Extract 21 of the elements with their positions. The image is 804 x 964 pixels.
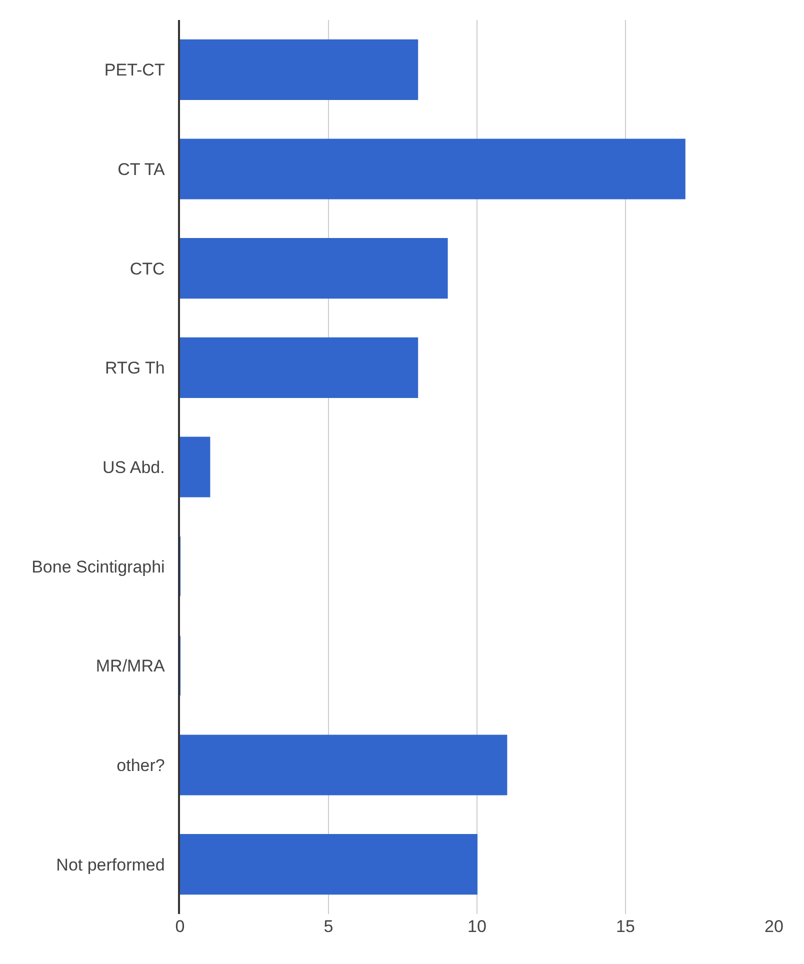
- y-tick-label: US Abd.: [102, 458, 165, 477]
- x-tick-label: 5: [324, 917, 334, 936]
- y-tick-label: Not performed: [56, 855, 165, 874]
- bar: [180, 337, 418, 398]
- bar: [180, 436, 210, 498]
- y-tick-label: MR/MRA: [96, 656, 166, 676]
- y-tick-label: PET-CT: [104, 60, 165, 80]
- y-tick-label: CT TA: [118, 160, 166, 179]
- bar: [180, 39, 418, 100]
- x-tick-label: 15: [616, 917, 635, 936]
- y-tick-label: Bone Scintigraphi: [32, 557, 165, 576]
- x-tick-label: 10: [468, 917, 486, 936]
- x-tick-label: 20: [764, 917, 784, 936]
- bar: [180, 834, 478, 895]
- bar: [180, 138, 686, 200]
- y-tick-label: CTC: [130, 259, 165, 278]
- x-tick-label: 0: [175, 917, 185, 936]
- y-tick-label: RTG Th: [105, 358, 165, 378]
- bar: [180, 734, 508, 796]
- bar: [180, 238, 448, 299]
- y-tick-label: other?: [116, 756, 165, 775]
